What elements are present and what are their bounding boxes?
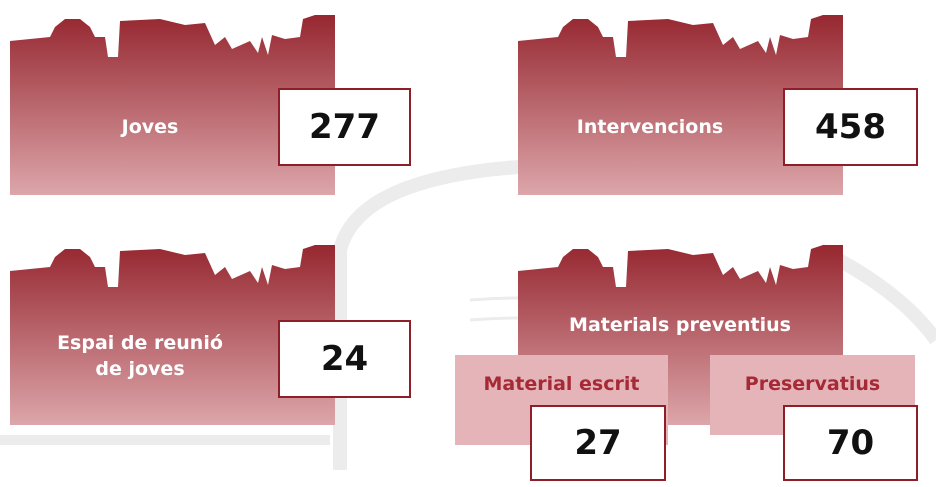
card-label: Intervencions — [540, 114, 760, 140]
sub-value: 70 — [783, 405, 918, 481]
card-label: Materials preventius — [540, 312, 820, 338]
sub-value: 27 — [530, 405, 666, 481]
sub-label: Preservatius — [710, 373, 915, 395]
card-value: 24 — [278, 320, 411, 398]
infographic: Joves 277 Intervencions 458 Espai de reu… — [0, 0, 936, 487]
sub-label: Material escrit — [455, 373, 668, 395]
card-value: 277 — [278, 88, 411, 166]
card-value: 458 — [783, 88, 918, 166]
card-label: Espai de reunió de joves — [45, 330, 235, 382]
card-label: Joves — [40, 114, 260, 140]
